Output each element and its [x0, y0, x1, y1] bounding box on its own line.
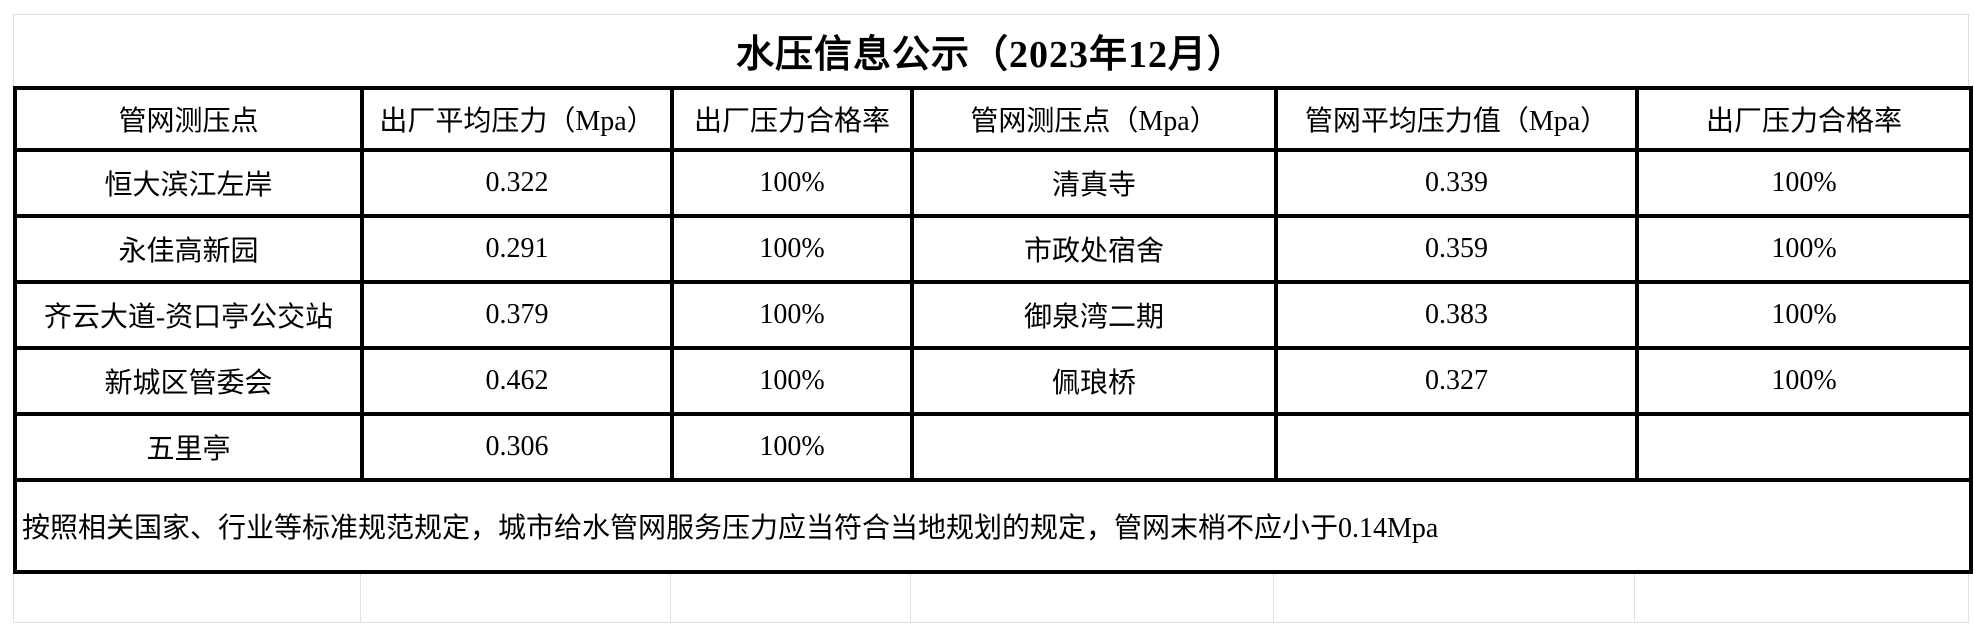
cell-pressure: 0.359 — [1274, 214, 1639, 284]
cell-pass-rate: 100% — [670, 148, 914, 218]
page-title: 水压信息公示（2023年12月） — [13, 14, 1969, 86]
empty-cell — [361, 574, 671, 622]
cell-pass-rate: 100% — [670, 280, 914, 350]
footnote-text: 按照相关国家、行业等标准规范规定，城市给水管网服务压力应当符合当地规划的规定，管… — [13, 478, 1973, 574]
cell-site-name: 新城区管委会 — [13, 346, 364, 416]
cell-site-name: 佩琅桥 — [910, 346, 1278, 416]
cell-pass-rate: 100% — [670, 346, 914, 416]
cell-pass-rate: 100% — [1635, 214, 1973, 284]
cell-pass-rate: 100% — [1635, 148, 1973, 218]
cell-site-name: 永佳高新园 — [13, 214, 364, 284]
pressure-table: 管网测压点 出厂平均压力（Mpa） 出厂压力合格率 管网测压点（Mpa） 管网平… — [13, 86, 1973, 574]
empty-cell — [14, 574, 361, 622]
cell-pass-rate: 100% — [1635, 346, 1973, 416]
table-row: 新城区管委会 0.462 100% 佩琅桥 0.327 100% — [13, 346, 1973, 416]
cell-pressure: 0.291 — [360, 214, 674, 284]
cell-pass-rate: 100% — [670, 412, 914, 482]
cell-pressure: 0.339 — [1274, 148, 1639, 218]
cell-site-name: 市政处宿舍 — [910, 214, 1278, 284]
cell-pressure: 0.322 — [360, 148, 674, 218]
cell-site-name: 恒大滨江左岸 — [13, 148, 364, 218]
footnote-row: 按照相关国家、行业等标准规范规定，城市给水管网服务压力应当符合当地规划的规定，管… — [13, 478, 1973, 574]
cell-site-name: 齐云大道-资口亭公交站 — [13, 280, 364, 350]
cell-pass-rate — [1635, 412, 1973, 482]
table-row: 齐云大道-资口亭公交站 0.379 100% 御泉湾二期 0.383 100% — [13, 280, 1973, 350]
column-header-site-left: 管网测压点 — [13, 86, 364, 152]
cell-site-name: 御泉湾二期 — [910, 280, 1278, 350]
column-header-network-avg-pressure: 管网平均压力值（Mpa） — [1274, 86, 1639, 152]
empty-cell — [911, 574, 1275, 622]
cell-pass-rate: 100% — [1635, 280, 1973, 350]
cell-pressure: 0.383 — [1274, 280, 1639, 350]
cell-site-name: 五里亭 — [13, 412, 364, 482]
empty-cell — [1635, 574, 1969, 622]
header-row: 管网测压点 出厂平均压力（Mpa） 出厂压力合格率 管网测压点（Mpa） 管网平… — [13, 86, 1973, 152]
cell-pressure: 0.306 — [360, 412, 674, 482]
column-header-outlet-avg-pressure: 出厂平均压力（Mpa） — [360, 86, 674, 152]
cell-pressure — [1274, 412, 1639, 482]
empty-cell — [671, 574, 911, 622]
cell-site-name: 清真寺 — [910, 148, 1278, 218]
column-header-outlet-pass-rate-left: 出厂压力合格率 — [670, 86, 914, 152]
cell-site-name — [910, 412, 1278, 482]
table-row: 五里亭 0.306 100% — [13, 412, 1973, 482]
cell-pass-rate: 100% — [670, 214, 914, 284]
cell-pressure: 0.327 — [1274, 346, 1639, 416]
empty-sheet-row — [13, 574, 1969, 623]
column-header-outlet-pass-rate-right: 出厂压力合格率 — [1635, 86, 1973, 152]
empty-cell — [1274, 574, 1636, 622]
table-row: 永佳高新园 0.291 100% 市政处宿舍 0.359 100% — [13, 214, 1973, 284]
column-header-site-right: 管网测压点（Mpa） — [910, 86, 1278, 152]
table-row: 恒大滨江左岸 0.322 100% 清真寺 0.339 100% — [13, 148, 1973, 218]
cell-pressure: 0.379 — [360, 280, 674, 350]
cell-pressure: 0.462 — [360, 346, 674, 416]
